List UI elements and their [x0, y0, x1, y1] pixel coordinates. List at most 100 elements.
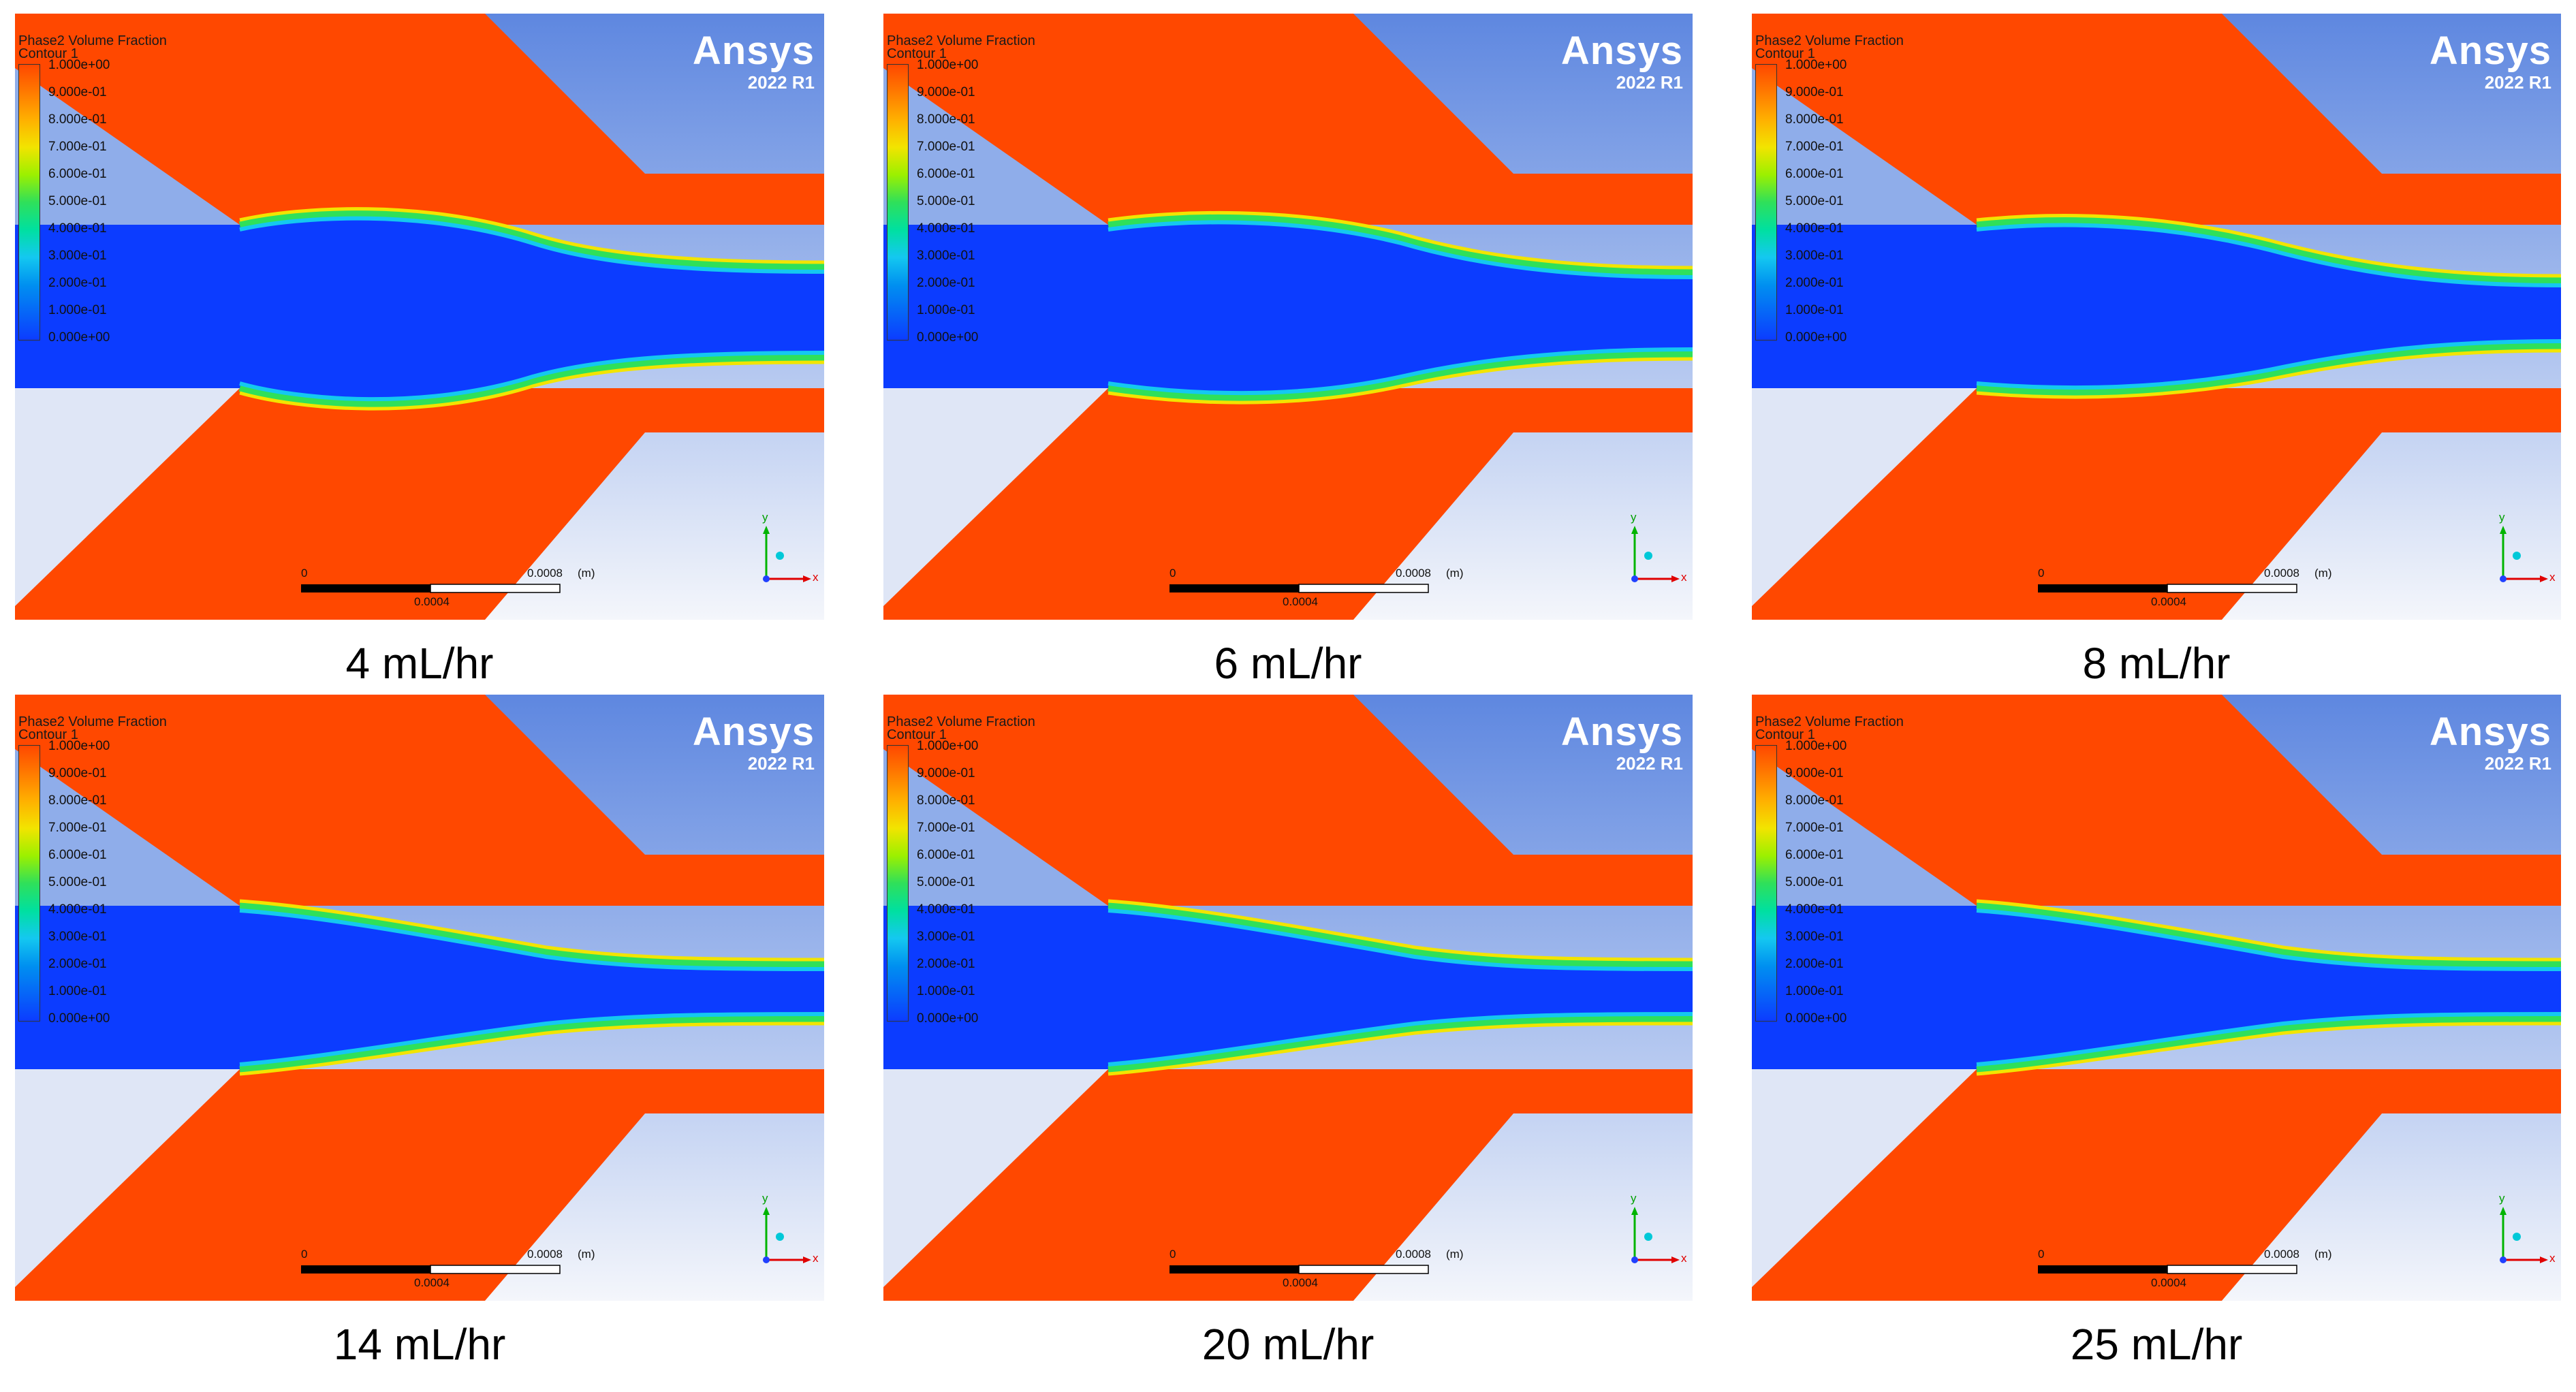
brand-logo: Ansys	[1560, 29, 1683, 73]
scale-mid: 0.0004	[414, 1276, 450, 1289]
legend-tick: 6.000e-01	[48, 848, 107, 862]
contour-subtitle: Contour 1	[1755, 46, 1815, 61]
scale-bar-graphic	[1169, 1265, 1429, 1274]
legend-tick: 2.000e-01	[1785, 276, 1844, 290]
legend-colorbar	[887, 64, 909, 341]
legend-tick: 4.000e-01	[917, 902, 975, 917]
legend-tick: 2.000e-01	[917, 276, 975, 290]
lower-interface-edge	[1108, 1022, 1693, 1076]
lower-interface-edge	[1108, 357, 1693, 405]
upper-interface-edge	[1976, 899, 2561, 962]
simulation-panel-5: Phase2 Volume Fraction Contour 1 1.000e+…	[883, 695, 1693, 1377]
scale-start: 0	[1169, 1248, 1176, 1261]
brand-version: 2022 R1	[1616, 72, 1683, 93]
color-legend: 1.000e+00 9.000e-01 8.000e-01 7.000e-01 6.00…	[18, 740, 223, 1045]
legend-colorbar	[1755, 64, 1777, 341]
flow-field	[883, 14, 1693, 620]
legend-tick: 4.000e-01	[917, 221, 975, 236]
upper-interface-edge	[239, 207, 824, 264]
scale-mid: 0.0004	[1283, 595, 1318, 608]
axis-triad-icon	[763, 1207, 811, 1263]
scale-end: 0.0008	[2264, 1248, 2299, 1261]
legend-tick: 6.000e-01	[1785, 167, 1844, 181]
scale-start: 0	[301, 1248, 308, 1261]
axis-triad-icon	[1631, 526, 1680, 582]
axis-triad: y x	[2489, 1192, 2558, 1272]
scale-bar: 0 0.0008 (m) 0.0004	[1156, 564, 1463, 612]
scale-unit: (m)	[1446, 567, 1464, 580]
legend-tick: 8.000e-01	[1785, 793, 1844, 808]
upper-interface	[1108, 214, 1693, 276]
legend-tick: 1.000e-01	[917, 984, 975, 998]
contour-title: Phase2 Volume Fraction	[18, 33, 167, 48]
brand-version: 2022 R1	[747, 72, 815, 93]
legend-tick: 1.000e-01	[1785, 303, 1844, 317]
ansys-logo: Ansys 2022 R1	[693, 30, 815, 93]
legend-tick: 0.000e+00	[917, 1011, 979, 1026]
legend-tick: 3.000e-01	[48, 249, 107, 263]
simulation-panel-6: Phase2 Volume Fraction Contour 1 1.000e+…	[1752, 695, 2561, 1377]
upper-left-wall	[1752, 749, 1977, 906]
scale-start: 0	[1169, 567, 1176, 580]
scale-bar-graphic	[1169, 584, 1429, 593]
upper-interface	[1108, 902, 1693, 968]
axis-triad: y x	[2489, 511, 2558, 591]
contour-plot: Phase2 Volume Fraction Contour 1 1.000e+…	[1752, 14, 2561, 620]
contour-subtitle: Contour 1	[1755, 727, 1815, 742]
legend-tick: 1.000e+00	[48, 58, 110, 72]
legend-tick: 1.000e+00	[48, 739, 110, 753]
scale-bar: 0 0.0008 (m) 0.0004	[1156, 1245, 1463, 1293]
legend-tick: 4.000e-01	[48, 221, 107, 236]
lower-interface-edge	[1976, 349, 2561, 399]
brand-version: 2022 R1	[1616, 753, 1683, 774]
legend-tick: 9.000e-01	[48, 85, 107, 99]
lower-left-wall	[15, 1069, 240, 1287]
upper-interface-inner	[239, 908, 824, 971]
simulation-panel-3: Phase2 Volume Fraction Contour 1 1.000e+…	[1752, 14, 2561, 696]
flow-rate-caption: 8 mL/hr	[2082, 639, 2231, 688]
lower-interface	[238, 354, 824, 408]
legend-tick: 2.000e-01	[1785, 957, 1844, 971]
lower-left-wall	[15, 388, 240, 606]
axis-x-label: x	[2549, 571, 2556, 584]
lower-left-wall	[883, 1069, 1108, 1287]
contour-subtitle: Contour 1	[18, 727, 78, 742]
legend-tick: 9.000e-01	[1785, 85, 1844, 99]
axis-y-label: y	[762, 1192, 768, 1205]
legend-tick: 1.000e-01	[917, 303, 975, 317]
scale-end: 0.0008	[527, 567, 563, 580]
simulation-panel-4: Phase2 Volume Fraction Contour 1 1.000e+…	[15, 695, 824, 1377]
scale-start: 0	[2038, 567, 2045, 580]
brand-version: 2022 R1	[2484, 72, 2551, 93]
legend-tick: 7.000e-01	[917, 140, 975, 154]
legend-tick: 1.000e-01	[48, 984, 107, 998]
scale-mid: 0.0004	[414, 595, 450, 608]
legend-tick: 4.000e-01	[48, 902, 107, 917]
upper-interface	[239, 902, 824, 968]
axis-triad-icon	[2500, 526, 2548, 582]
legend-tick: 8.000e-01	[1785, 112, 1844, 127]
phase-core	[1752, 906, 2561, 1069]
upper-interface-edge	[1976, 214, 2561, 278]
upper-interface-inner	[1976, 908, 2561, 971]
axis-triad-icon	[1631, 1207, 1680, 1263]
legend-tick: 5.000e-01	[1785, 194, 1844, 208]
scale-end: 0.0008	[1396, 1248, 1431, 1261]
contour-title: Phase2 Volume Fraction	[887, 714, 1035, 729]
upper-left-wall	[883, 749, 1108, 906]
flow-field	[15, 14, 824, 620]
legend-tick: 2.000e-01	[48, 957, 107, 971]
contour-title: Phase2 Volume Fraction	[1755, 33, 1904, 48]
scale-mid: 0.0004	[2151, 595, 2186, 608]
upper-interface-inner	[1108, 220, 1693, 279]
brand-logo: Ansys	[2429, 29, 2551, 73]
contour-subtitle: Contour 1	[887, 727, 947, 742]
contour-subtitle: Contour 1	[18, 46, 78, 61]
axis-x-label: x	[813, 571, 819, 584]
lower-inlet-region	[15, 388, 824, 620]
scale-bar: 0 0.0008 (m) 0.0004	[2024, 1245, 2331, 1293]
scale-unit: (m)	[578, 1248, 595, 1261]
legend-tick: 2.000e-01	[48, 276, 107, 290]
upper-interface-edge	[239, 899, 824, 962]
upper-inlet-region	[883, 695, 1693, 906]
